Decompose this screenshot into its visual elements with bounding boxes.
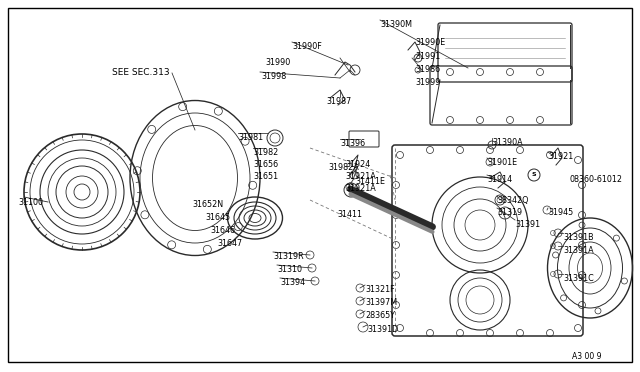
Text: A3 00 9: A3 00 9 <box>572 352 602 361</box>
Text: 31391A: 31391A <box>563 246 594 255</box>
Text: 31321F: 31321F <box>365 285 395 294</box>
Text: SEE SEC.313: SEE SEC.313 <box>112 68 170 77</box>
Text: 31901E: 31901E <box>487 158 517 167</box>
Text: 31998: 31998 <box>261 72 286 81</box>
Text: 31310: 31310 <box>277 265 302 274</box>
Text: 31991: 31991 <box>415 52 440 61</box>
Text: 31100: 31100 <box>18 198 43 207</box>
Text: 31391D: 31391D <box>367 325 398 334</box>
Text: 31990: 31990 <box>265 58 291 67</box>
Text: 28365Y: 28365Y <box>365 311 395 320</box>
Text: 31652N: 31652N <box>192 200 223 209</box>
Text: 38342Q: 38342Q <box>497 196 529 205</box>
Text: 31982: 31982 <box>253 148 278 157</box>
Text: 31411E: 31411E <box>355 177 385 186</box>
Text: 31394: 31394 <box>280 278 305 287</box>
Text: 31651: 31651 <box>253 172 278 181</box>
Text: 31945: 31945 <box>548 208 573 217</box>
Text: S: S <box>532 173 536 177</box>
Text: 31390M: 31390M <box>380 20 412 29</box>
Text: 31646: 31646 <box>210 226 235 235</box>
Text: 31391B: 31391B <box>563 233 594 242</box>
Text: 31397M: 31397M <box>365 298 397 307</box>
Text: 31390A: 31390A <box>492 138 523 147</box>
Text: 31391: 31391 <box>515 220 540 229</box>
Text: 31981: 31981 <box>238 133 263 142</box>
Text: 31999: 31999 <box>415 78 440 87</box>
Text: 31921A: 31921A <box>345 184 376 193</box>
Text: 31656: 31656 <box>253 160 278 169</box>
Text: 31396: 31396 <box>340 139 365 148</box>
Text: 31319: 31319 <box>497 208 522 217</box>
Text: 31982A: 31982A <box>328 163 359 172</box>
Text: 31319R: 31319R <box>273 252 303 261</box>
Text: 31921A: 31921A <box>345 172 376 181</box>
Text: 31990F: 31990F <box>292 42 322 51</box>
Text: 31986: 31986 <box>415 65 440 74</box>
Text: 31921: 31921 <box>548 152 573 161</box>
Text: 31987: 31987 <box>326 97 351 106</box>
Text: 31647: 31647 <box>217 239 242 248</box>
Text: 31645: 31645 <box>205 213 230 222</box>
Text: 31914: 31914 <box>487 175 512 184</box>
Text: 08360-61012: 08360-61012 <box>570 175 623 184</box>
Text: 31990E: 31990E <box>415 38 445 47</box>
Text: 31411: 31411 <box>337 210 362 219</box>
Text: 31391C: 31391C <box>563 274 594 283</box>
Text: 31924: 31924 <box>345 160 371 169</box>
